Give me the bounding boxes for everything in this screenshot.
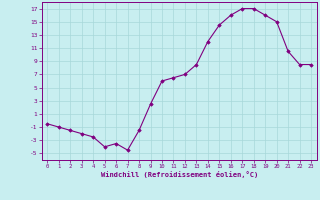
X-axis label: Windchill (Refroidissement éolien,°C): Windchill (Refroidissement éolien,°C) [100,171,258,178]
